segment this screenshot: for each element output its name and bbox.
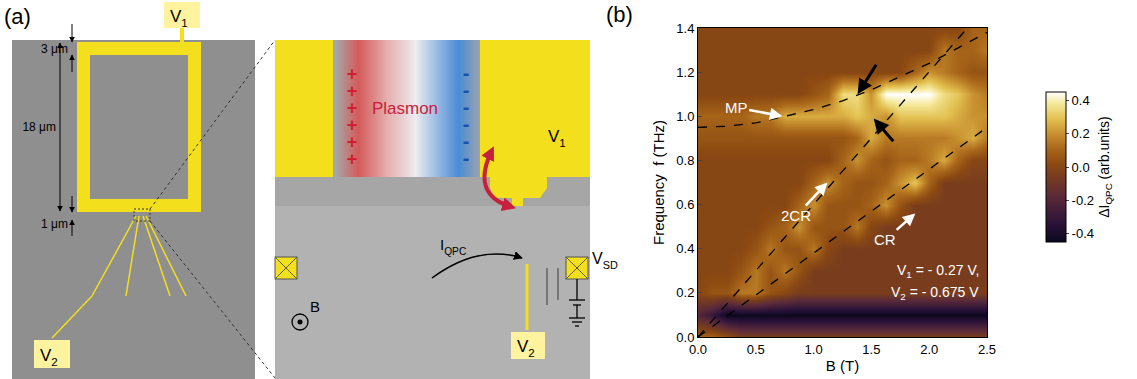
svg-text:0.4: 0.4 <box>676 241 694 256</box>
svg-text:B: B <box>310 298 320 315</box>
svg-text:Plasmon: Plasmon <box>372 99 438 118</box>
html-text:(b): (b) <box>606 2 633 27</box>
svg-text:-0.4: -0.4 <box>1072 226 1094 241</box>
svg-text:V1: V1 <box>548 127 566 149</box>
svg-text:B (T): B (T) <box>826 357 859 374</box>
svg-text:3 μm: 3 μm <box>41 42 68 56</box>
svg-text:Frequency f (THz): Frequency f (THz) <box>650 120 667 245</box>
svg-text:V1: V1 <box>170 7 188 29</box>
svg-text:1.0: 1.0 <box>676 109 694 124</box>
svg-text:1.4: 1.4 <box>676 21 694 36</box>
svg-text:2.5: 2.5 <box>978 342 996 357</box>
svg-text:1 μm: 1 μm <box>41 217 68 231</box>
svg-text:2.0: 2.0 <box>920 342 938 357</box>
svg-text:0.2: 0.2 <box>1072 126 1090 141</box>
svg-text:CR: CR <box>874 231 896 248</box>
svg-text:18 μm: 18 μm <box>22 120 56 134</box>
svg-text:V2: V2 <box>517 337 535 359</box>
svg-text:+: + <box>347 149 358 169</box>
svg-text:-0.2: -0.2 <box>1072 193 1094 208</box>
svg-text:MP: MP <box>725 99 748 116</box>
svg-text:V2: V2 <box>40 346 58 368</box>
svg-text:IQPC: IQPC <box>440 236 466 257</box>
svg-text:0.2: 0.2 <box>676 285 694 300</box>
svg-text:1.2: 1.2 <box>676 65 694 80</box>
svg-text:V​1​ = - 0.27 V,: V​1​ = - 0.27 V, <box>897 262 979 280</box>
svg-text:1.0: 1.0 <box>805 342 823 357</box>
svg-text:0.8: 0.8 <box>676 153 694 168</box>
svg-text:0.0: 0.0 <box>1072 160 1090 175</box>
svg-text:VSD: VSD <box>592 250 618 271</box>
svg-text:0.5: 0.5 <box>747 342 765 357</box>
svg-text:0.0: 0.0 <box>676 330 694 345</box>
svg-text:ΔI​QPC​ (arb.units): ΔI​QPC​ (arb.units) <box>1096 116 1114 217</box>
svg-text:2CR: 2CR <box>781 207 811 224</box>
svg-text:0.4: 0.4 <box>1072 93 1090 108</box>
svg-text:1.5: 1.5 <box>862 342 880 357</box>
svg-text:0.0: 0.0 <box>689 342 707 357</box>
svg-text:0.6: 0.6 <box>676 197 694 212</box>
svg-text:V​2​ = - 0.675 V: V​2​ = - 0.675 V <box>891 284 979 302</box>
svg-text:(a): (a) <box>4 4 31 29</box>
svg-text:-: - <box>463 147 470 169</box>
